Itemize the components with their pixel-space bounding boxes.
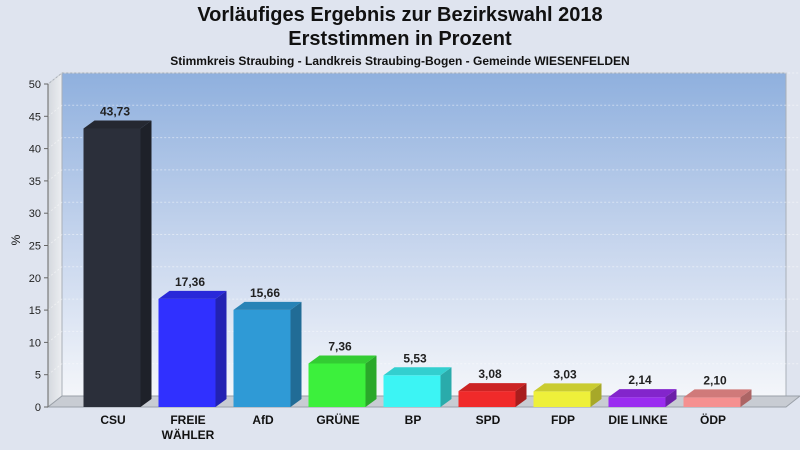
- grid-line: [47, 104, 800, 117]
- x-tick-label: BP: [405, 413, 422, 427]
- bar-value-label: 2,14: [628, 373, 652, 387]
- bar-top: [458, 383, 527, 392]
- bar-side: [440, 367, 452, 407]
- bar-top: [533, 383, 602, 392]
- grid-line: [47, 201, 800, 214]
- bar-front: [308, 363, 366, 407]
- bar-side: [740, 389, 752, 407]
- bar-value-label: 2,10: [703, 373, 727, 387]
- y-axis-label: %: [9, 234, 23, 245]
- bar-bp: 5,53: [383, 351, 452, 407]
- bar-value-label: 15,66: [250, 286, 280, 300]
- grid-lines: [47, 72, 800, 376]
- bar-spd: 3,08: [458, 367, 527, 407]
- bar-side: [515, 383, 527, 407]
- bar-front: [233, 309, 291, 407]
- bar-freie-wähler: 17,36: [158, 275, 227, 407]
- bar-top: [683, 389, 752, 398]
- bar-side: [140, 120, 152, 407]
- bar-front: [383, 375, 441, 407]
- bar-csu: 43,73: [83, 105, 152, 407]
- bar-value-label: 17,36: [175, 275, 205, 289]
- grid-line: [47, 363, 800, 376]
- chart-title-line2: Erststimmen in Prozent: [288, 28, 512, 50]
- y-tick-label: 25: [29, 241, 41, 253]
- bar-front: [458, 391, 516, 407]
- y-tick-label: 10: [29, 337, 41, 349]
- bar-grüne: 7,36: [308, 339, 377, 407]
- x-tick-label: WÄHLER: [162, 427, 215, 442]
- y-tick-label: 20: [29, 273, 41, 285]
- y-tick-label: 15: [29, 305, 41, 317]
- bars: 43,73 17,36 15,66 7,36 5,53 3,08 3,03 2,14 2,10: [83, 105, 752, 407]
- bar-afd: 15,66: [233, 286, 302, 407]
- bar-value-label: 3,08: [478, 367, 502, 381]
- bar-die-linke: 2,14: [608, 373, 677, 407]
- bar-front: [533, 391, 591, 407]
- y-tick-label: 45: [29, 111, 41, 123]
- bar-side: [290, 301, 302, 407]
- y-tick-label: 40: [29, 144, 41, 156]
- bar-front: [83, 128, 141, 407]
- x-tick-label: GRÜNE: [316, 412, 359, 427]
- bar-front: [683, 397, 741, 407]
- bar-value-label: 43,73: [100, 105, 130, 119]
- grid-line: [47, 298, 800, 311]
- x-tick-label: FREIE: [170, 413, 205, 427]
- grid-line: [47, 234, 800, 246]
- grid-line: [47, 330, 800, 343]
- grid-line: [47, 169, 800, 182]
- bar-ödp: 2,10: [683, 373, 752, 407]
- bar-value-label: 3,03: [553, 367, 577, 381]
- bar-fdp: 3,03: [533, 367, 602, 407]
- bar-top: [233, 301, 302, 310]
- bar-top: [83, 120, 152, 129]
- bar-top: [383, 367, 452, 376]
- grid-line: [47, 72, 800, 85]
- x-tick-label: DIE LINKE: [608, 413, 667, 427]
- y-tick-label: 0: [35, 402, 41, 414]
- bar-value-label: 7,36: [328, 339, 352, 353]
- bar-side: [590, 383, 602, 407]
- bar-side: [665, 389, 677, 407]
- bar-side: [215, 290, 227, 407]
- x-tick-label: AfD: [252, 413, 274, 427]
- bar-top: [158, 290, 227, 299]
- y-tick-label: 35: [29, 176, 41, 188]
- chart-subtitle: Stimmkreis Straubing - Landkreis Straubi…: [170, 54, 630, 68]
- grid-line: [47, 266, 800, 279]
- bar-front: [608, 397, 666, 407]
- x-tick-label: SPD: [476, 413, 501, 427]
- y-tick-label: 5: [35, 370, 41, 382]
- x-tick-label: FDP: [551, 413, 575, 427]
- bar-side: [365, 355, 377, 407]
- bar-value-label: 5,53: [403, 351, 427, 365]
- y-tick-label: 50: [29, 79, 41, 91]
- x-tick-label: CSU: [100, 413, 125, 427]
- x-tick-label: ÖDP: [700, 412, 726, 427]
- grid-line: [47, 137, 800, 149]
- y-tick-label: 30: [29, 208, 41, 220]
- y-axis: 0 5 10 15 20 25 30 35 40 45 50: [29, 79, 49, 414]
- bar-top: [608, 389, 677, 398]
- bar-front: [158, 298, 216, 407]
- bar-top: [308, 355, 377, 364]
- chart-title: Vorläufiges Ergebnis zur Bezirkswahl 201…: [197, 4, 603, 26]
